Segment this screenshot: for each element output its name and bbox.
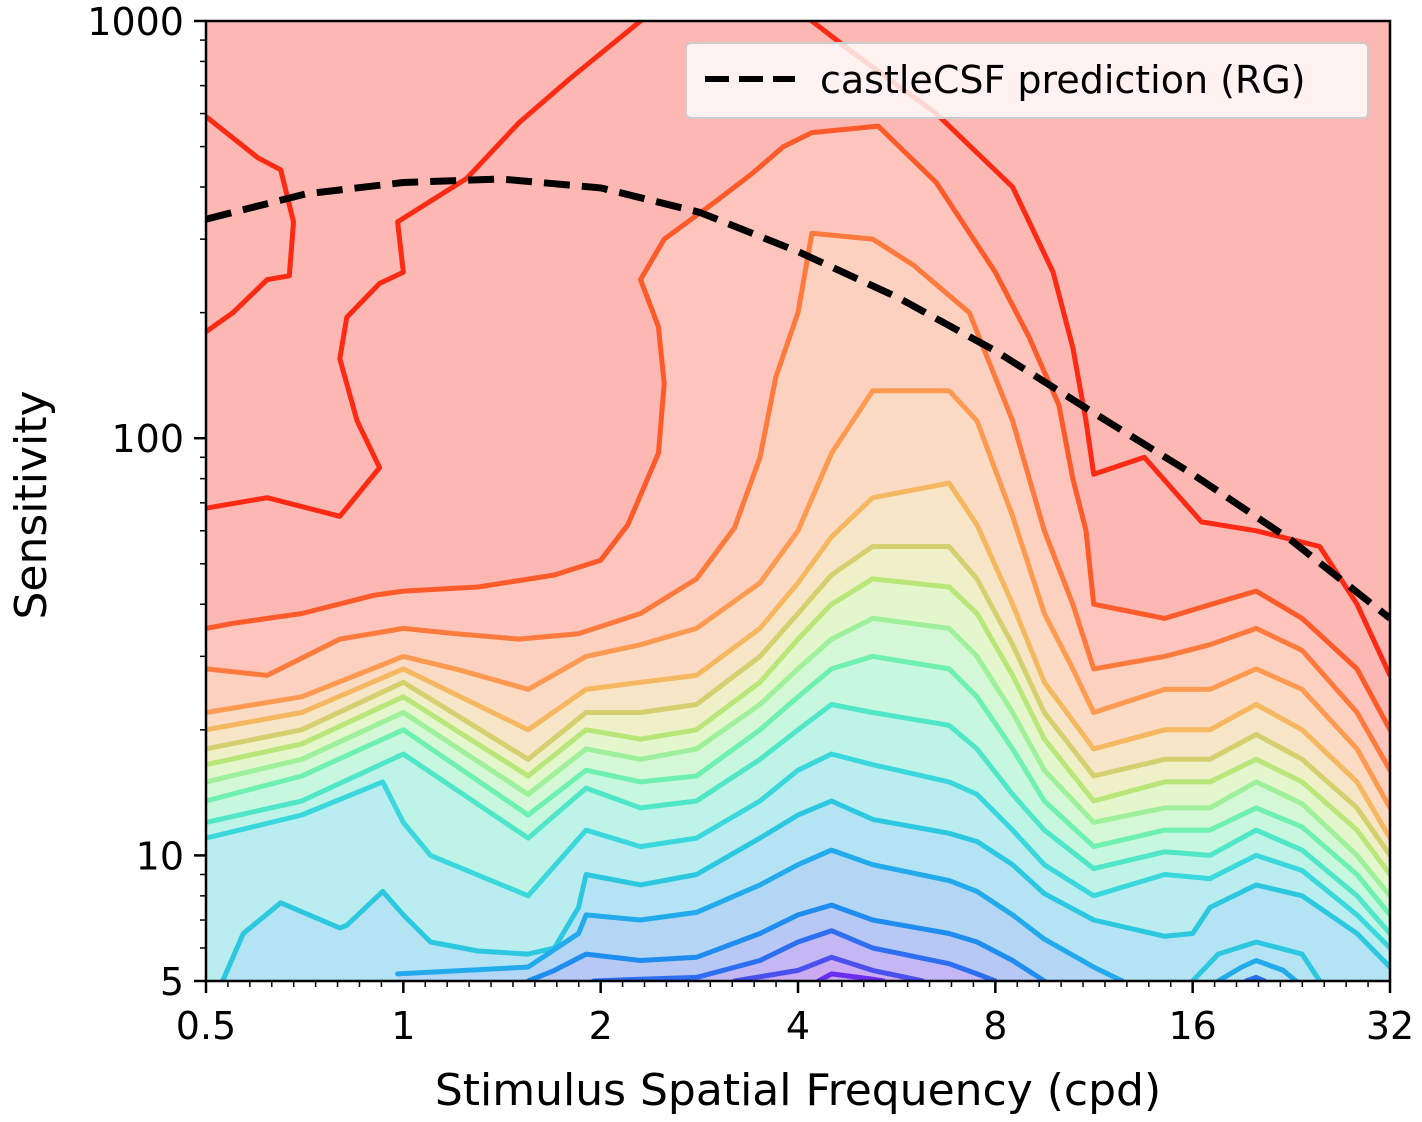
contour-line — [732, 954, 926, 981]
series-line-castlecsf — [206, 175, 1390, 622]
contour-line — [395, 847, 1125, 981]
contour-line — [206, 114, 296, 335]
series-group — [206, 175, 1390, 622]
x-tick-label: 8 — [983, 1004, 1007, 1048]
contour-line — [206, 230, 1390, 773]
contour-line — [1215, 958, 1299, 981]
legend: castleCSF prediction (RG) — [685, 42, 1369, 119]
legend-box — [685, 42, 1369, 119]
contour-line — [206, 123, 1390, 733]
contour-lines — [206, 21, 1390, 981]
y-tick-label: 5 — [160, 960, 184, 1004]
x-tick-label: 32 — [1366, 1004, 1414, 1048]
plot-background — [206, 21, 1390, 981]
contour-line — [206, 751, 1390, 951]
y-axis-label: Sensitivity — [6, 390, 57, 619]
contour-line — [206, 702, 1390, 936]
y-tick-label: 1000 — [87, 0, 184, 44]
contour-line — [206, 480, 1390, 841]
y-axis: 5 10 100 1000 — [87, 0, 206, 1004]
contour-line — [1190, 939, 1323, 981]
contour-line — [525, 902, 1047, 981]
contour-line — [206, 576, 1390, 877]
contour-line — [206, 388, 1390, 811]
heatmap-band — [593, 930, 996, 981]
x-axis-label: Stimulus Spatial Frequency (cpd) — [435, 1065, 1161, 1116]
x-tick-label: 0.5 — [176, 1004, 236, 1048]
x-tick-label: 16 — [1168, 1004, 1216, 1048]
contour-line — [206, 653, 1390, 918]
y-tick-label: 100 — [111, 417, 184, 461]
contour-line — [220, 798, 1390, 981]
contour-line — [206, 21, 643, 519]
x-tick-label: 4 — [786, 1004, 810, 1048]
heatmap-fills — [206, 126, 1390, 981]
contour-line — [206, 544, 1390, 858]
contour-line — [809, 21, 1390, 678]
y-tick-label: 10 — [136, 834, 184, 878]
x-axis: 0.5 1 2 4 8 16 32 — [176, 981, 1414, 1048]
contour-line — [591, 928, 998, 981]
x-tick-label: 1 — [391, 1004, 415, 1048]
legend-entry-label: castleCSF prediction (RG) — [820, 58, 1306, 102]
x-tick-label: 2 — [589, 1004, 613, 1048]
contour-line — [206, 615, 1390, 899]
